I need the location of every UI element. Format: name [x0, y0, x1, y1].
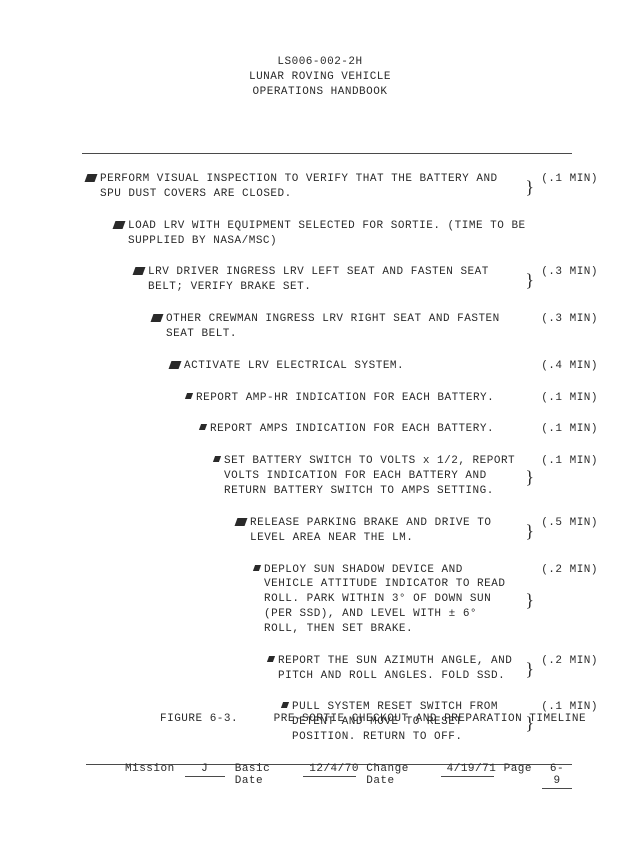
step-text: PERFORM VISUAL INSPECTION TO VERIFY THAT… [100, 172, 524, 202]
brace-icon: } [524, 591, 536, 609]
step-text: RELEASE PARKING BRAKE AND DRIVE TO LEVEL… [250, 516, 524, 546]
step-marker-icon [185, 393, 193, 399]
figure-label: FIGURE 6-3. [160, 713, 238, 725]
step: OTHER CREWMAN INGRESS LRV RIGHT SEAT AND… [86, 312, 598, 342]
step: REPORT THE SUN AZIMUTH ANGLE, AND PITCH … [86, 654, 598, 684]
brace-icon: } [524, 178, 536, 196]
step-timing: (.3 MIN) [536, 312, 598, 327]
step-marker-icon [281, 702, 289, 708]
step-text: ACTIVATE LRV ELECTRICAL SYSTEM. [184, 359, 536, 374]
basic-date-label: Basic Date [235, 763, 294, 787]
step-marker-icon [85, 174, 98, 182]
step-marker-icon [253, 565, 261, 571]
figure-caption: FIGURE 6-3. PRE-SORTIE CHECKOUT AND PREP… [160, 713, 586, 725]
mission-label: Mission [125, 763, 175, 775]
step-text: REPORT AMPS INDICATION FOR EACH BATTERY. [210, 422, 536, 437]
step: DEPLOY SUN SHADOW DEVICE AND VEHICLE ATT… [86, 563, 598, 637]
step-text: REPORT AMP-HR INDICATION FOR EACH BATTER… [196, 391, 536, 406]
step-marker-icon [133, 267, 146, 275]
brace-icon: } [524, 522, 536, 540]
page-value: 6-9 [542, 763, 572, 789]
step-timing: (.1 MIN) [536, 454, 598, 469]
brace-icon: } [524, 271, 536, 289]
step-marker-icon [213, 456, 221, 462]
step-timing: (.3 MIN) [536, 265, 598, 280]
step: ACTIVATE LRV ELECTRICAL SYSTEM. (.4 MIN) [86, 359, 598, 374]
page-label: Page [504, 763, 532, 775]
doc-title: LUNAR ROVING VEHICLE [0, 70, 640, 85]
step-marker-icon [199, 424, 207, 430]
page-footer: Mission J Basic Date 12/4/70 Change Date… [125, 763, 572, 789]
timeline: PERFORM VISUAL INSPECTION TO VERIFY THAT… [86, 172, 598, 745]
step-text: LRV DRIVER INGRESS LRV LEFT SEAT AND FAS… [148, 265, 524, 295]
step-timing: (.4 MIN) [536, 359, 598, 374]
mission-value: J [185, 763, 225, 777]
step-marker-icon [113, 221, 126, 229]
step-text: DEPLOY SUN SHADOW DEVICE AND VEHICLE ATT… [264, 563, 524, 637]
step-timing: (.1 MIN) [536, 172, 598, 187]
rule-top [82, 153, 572, 154]
doc-header: LS006-002-2H LUNAR ROVING VEHICLE OPERAT… [0, 55, 640, 100]
brace-icon: } [524, 660, 536, 678]
doc-id: LS006-002-2H [0, 55, 640, 70]
step-text: SET BATTERY SWITCH TO VOLTS x 1/2, REPOR… [224, 454, 524, 499]
step-timing: (.2 MIN) [536, 563, 598, 578]
step: SET BATTERY SWITCH TO VOLTS x 1/2, REPOR… [86, 454, 598, 499]
brace-icon: } [524, 468, 536, 486]
step: RELEASE PARKING BRAKE AND DRIVE TO LEVEL… [86, 516, 598, 546]
step-marker-icon [169, 361, 182, 369]
step: REPORT AMPS INDICATION FOR EACH BATTERY.… [86, 422, 598, 437]
step: LRV DRIVER INGRESS LRV LEFT SEAT AND FAS… [86, 265, 598, 295]
step: REPORT AMP-HR INDICATION FOR EACH BATTER… [86, 391, 598, 406]
step-text: OTHER CREWMAN INGRESS LRV RIGHT SEAT AND… [166, 312, 536, 342]
step-timing: (.2 MIN) [536, 654, 598, 669]
doc-sub: OPERATIONS HANDBOOK [0, 85, 640, 100]
figure-title: PRE-SORTIE CHECKOUT AND PREPARATION TIME… [274, 713, 586, 725]
step: PERFORM VISUAL INSPECTION TO VERIFY THAT… [86, 172, 598, 202]
step-text: LOAD LRV WITH EQUIPMENT SELECTED FOR SOR… [128, 219, 536, 249]
step-timing: (.1 MIN) [536, 422, 598, 437]
change-date-label: Change Date [366, 763, 430, 787]
step-timing: (.5 MIN) [536, 516, 598, 531]
step-timing: (.1 MIN) [536, 391, 598, 406]
step-marker-icon [267, 656, 275, 662]
step-text: REPORT THE SUN AZIMUTH ANGLE, AND PITCH … [278, 654, 524, 684]
step-marker-icon [151, 314, 164, 322]
basic-date-value: 12/4/70 [303, 763, 356, 777]
step-marker-icon [235, 518, 248, 526]
step: LOAD LRV WITH EQUIPMENT SELECTED FOR SOR… [86, 219, 598, 249]
change-date-value: 4/19/71 [441, 763, 494, 777]
